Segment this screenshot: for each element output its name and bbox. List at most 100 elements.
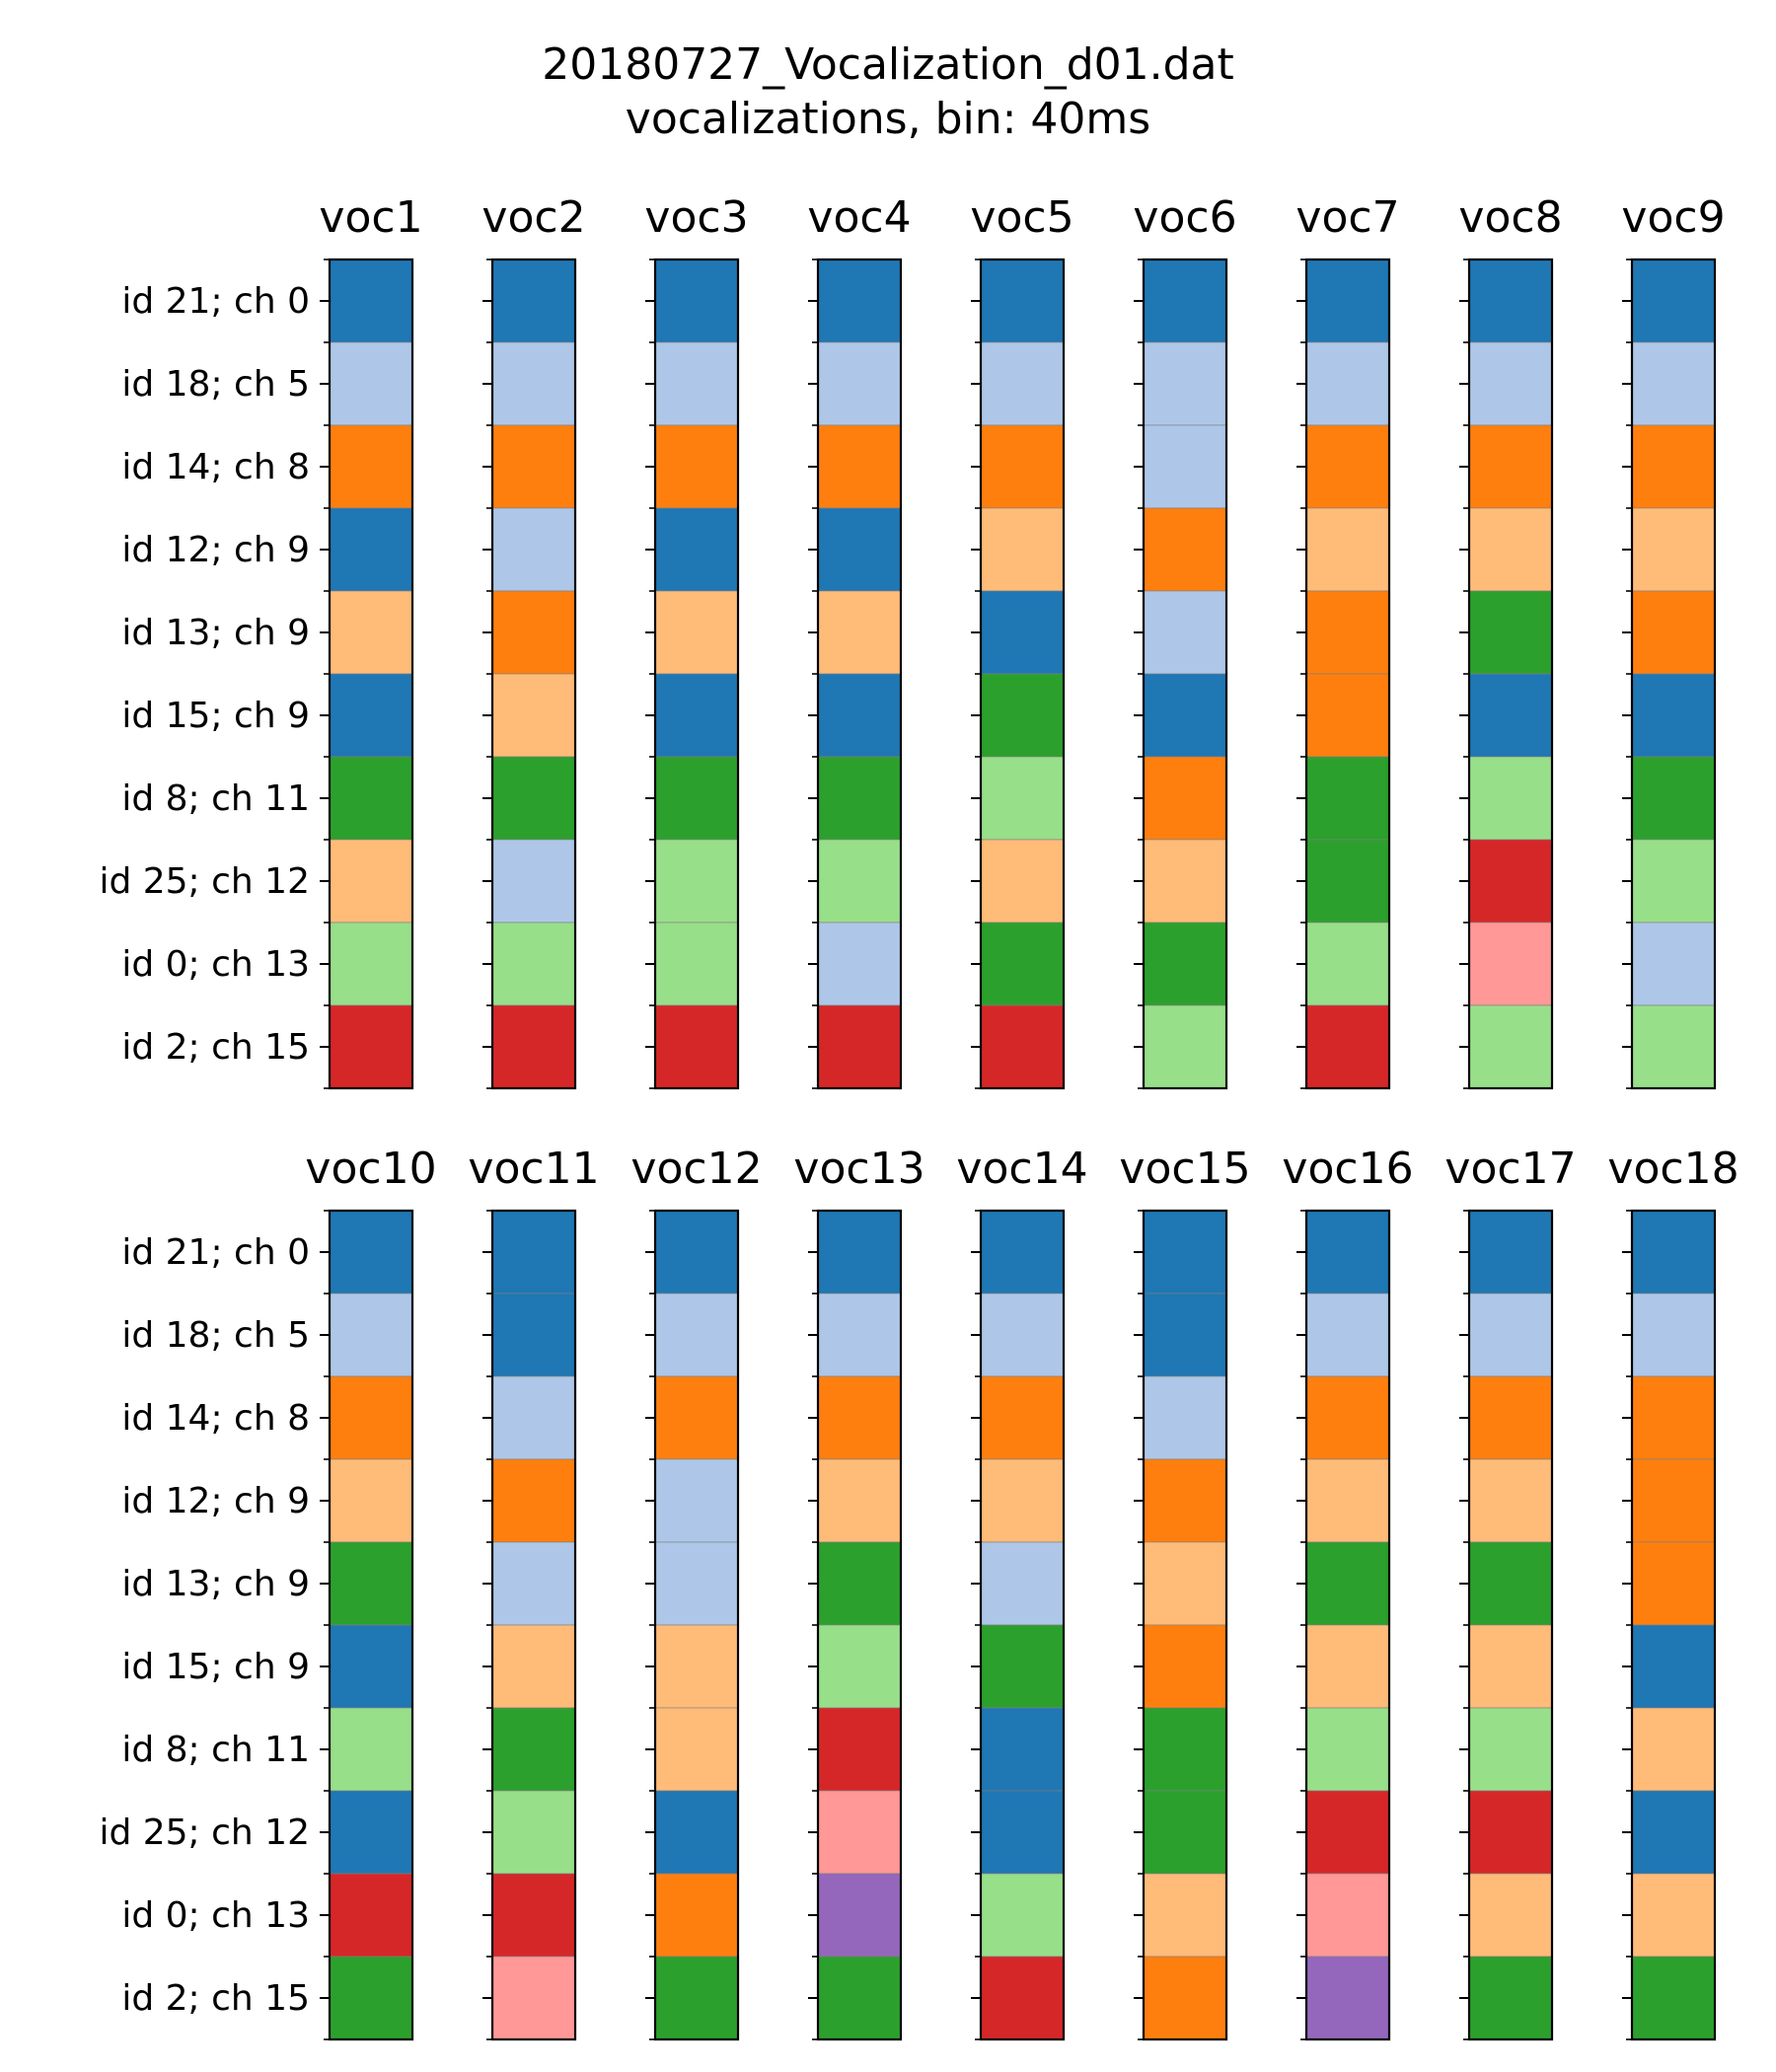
heatmap-cell [1143, 1375, 1227, 1460]
heatmap-cell [1468, 1956, 1553, 2040]
heatmap-cell [980, 507, 1065, 592]
heatmap-cell [1305, 839, 1390, 924]
heatmap-cell [491, 1956, 576, 2040]
heatmap-cell [817, 1707, 902, 1792]
column-title: voc6 [1133, 192, 1236, 243]
heatmap-cell [817, 507, 902, 592]
heatmap-cell [329, 1004, 413, 1089]
heatmap-cell [1143, 839, 1227, 924]
heatmap-cell [491, 1375, 576, 1460]
heatmap-cell [491, 341, 576, 426]
heatmap-cell [1143, 1956, 1227, 2040]
heatmap-cell [1468, 756, 1553, 841]
heatmap-cell [491, 1873, 576, 1958]
row-label: id 21; ch 0 [121, 1232, 310, 1273]
heatmap-cell [817, 839, 902, 924]
heatmap-cell [1468, 1458, 1553, 1543]
heatmap-cell [817, 1210, 902, 1295]
heatmap-cell [1468, 1004, 1553, 1089]
heatmap-cell [329, 922, 413, 1006]
heatmap-cell [1143, 922, 1227, 1006]
heatmap-cell [1631, 259, 1716, 343]
column-title: voc10 [305, 1144, 436, 1194]
heatmap-cell [1468, 1210, 1553, 1295]
heatmap-cell [1143, 1458, 1227, 1543]
heatmap-cell [817, 1790, 902, 1875]
heatmap-cell [329, 424, 413, 509]
heatmap-cell [817, 673, 902, 758]
heatmap-cell [329, 1458, 413, 1543]
heatmap-cell [329, 1790, 413, 1875]
row-label: id 12; ch 9 [121, 1481, 310, 1521]
heatmap-cell [1305, 507, 1390, 592]
column-title: voc13 [793, 1144, 925, 1194]
heatmap-cell [1143, 424, 1227, 509]
heatmap-cell [1468, 1790, 1553, 1875]
heatmap-cell [1631, 1375, 1716, 1460]
heatmap-cell [980, 1624, 1065, 1709]
column-title: voc18 [1607, 1144, 1739, 1194]
heatmap-cell [1143, 673, 1227, 758]
heatmap-cell [1631, 673, 1716, 758]
heatmap-cell [491, 839, 576, 924]
heatmap-cell [491, 1624, 576, 1709]
column-title: voc2 [481, 192, 585, 243]
heatmap-cell [1468, 1624, 1553, 1709]
heatmap-cell [1143, 259, 1227, 343]
row-label: id 12; ch 9 [121, 530, 310, 570]
heatmap-cell [1468, 922, 1553, 1006]
heatmap-cell [491, 1790, 576, 1875]
row-label: id 15; ch 9 [121, 696, 310, 736]
row-label: id 8; ch 11 [121, 778, 310, 819]
heatmap-cell [1143, 1624, 1227, 1709]
heatmap-cell [817, 1375, 902, 1460]
heatmap-cell [329, 590, 413, 675]
row-label: id 2; ch 15 [121, 1027, 310, 1068]
heatmap-cell [654, 1210, 739, 1295]
heatmap-cell [654, 507, 739, 592]
heatmap-cell [1468, 1293, 1553, 1377]
heatmap-cell [1143, 590, 1227, 675]
heatmap-cell [980, 259, 1065, 343]
heatmap-cell [491, 1210, 576, 1295]
heatmap-cell [817, 1458, 902, 1543]
heatmap-cell [491, 590, 576, 675]
heatmap-cell [1468, 590, 1553, 675]
heatmap-cell [1631, 1541, 1716, 1626]
heatmap-cell [980, 1004, 1065, 1089]
column-title: voc7 [1295, 192, 1399, 243]
heatmap-cell [980, 1956, 1065, 2040]
column-title: voc3 [644, 192, 748, 243]
heatmap-cell [491, 1541, 576, 1626]
heatmap-cell [1305, 590, 1390, 675]
heatmap-cell [1631, 1790, 1716, 1875]
heatmap-cell [1305, 673, 1390, 758]
heatmap-cell [654, 1873, 739, 1958]
heatmap-cell [817, 1541, 902, 1626]
heatmap-cell [1305, 1004, 1390, 1089]
heatmap-cell [1305, 424, 1390, 509]
column-title: voc16 [1282, 1144, 1413, 1194]
heatmap-cell [817, 1873, 902, 1958]
heatmap-cell [491, 1458, 576, 1543]
heatmap-cell [1468, 1873, 1553, 1958]
column-title: voc14 [956, 1144, 1087, 1194]
row-label: id 13; ch 9 [121, 613, 310, 653]
heatmap-cell [817, 922, 902, 1006]
heatmap-cell [1631, 1458, 1716, 1543]
heatmap-cell [980, 756, 1065, 841]
column-title: voc12 [630, 1144, 762, 1194]
heatmap-cell [1468, 1707, 1553, 1792]
column-title: voc15 [1119, 1144, 1250, 1194]
heatmap-cell [980, 673, 1065, 758]
heatmap-cell [817, 1956, 902, 2040]
heatmap-cell [1468, 424, 1553, 509]
heatmap-cell [329, 1956, 413, 2040]
heatmap-cell [654, 673, 739, 758]
heatmap-cell [980, 341, 1065, 426]
heatmap-cell [1631, 1956, 1716, 2040]
heatmap-cell [654, 1541, 739, 1626]
heatmap-cell [654, 1004, 739, 1089]
row-label: id 14; ch 8 [121, 447, 310, 487]
